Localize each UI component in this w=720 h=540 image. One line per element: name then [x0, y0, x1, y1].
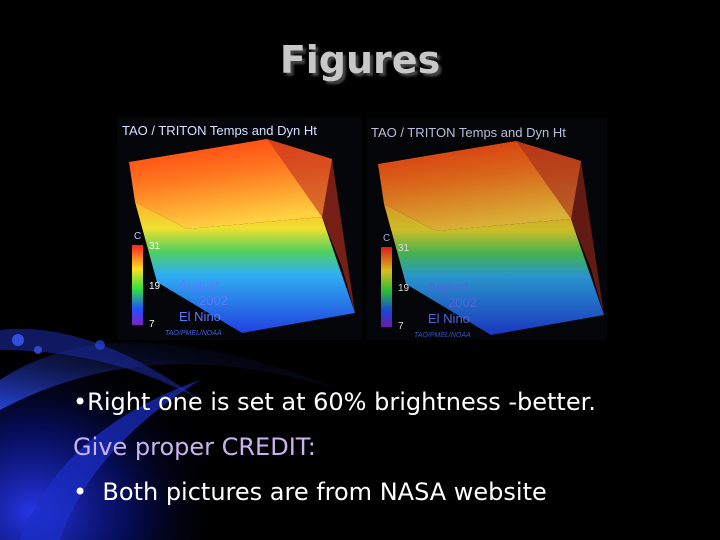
- subheading: Give proper CREDIT:: [73, 433, 316, 461]
- surface-top: [129, 139, 332, 229]
- credit: TAO/PMEL/NOAA: [414, 332, 471, 339]
- surface-side: [267, 139, 355, 313]
- caption-line: El Nino: [428, 311, 470, 326]
- scale-label: 31: [149, 241, 161, 252]
- color-bar: [381, 247, 392, 327]
- credit: TAO/PMEL/NOAA: [165, 330, 222, 337]
- scale-label: 19: [398, 283, 410, 294]
- caption-line: 2002: [199, 293, 228, 308]
- surface-front: [384, 204, 604, 335]
- surface-side: [516, 141, 604, 315]
- caption-line: August: [428, 279, 469, 294]
- color-bar: [132, 245, 143, 325]
- figure: TAO / TRITON Temps and Dyn Ht C 31 19 7 Augus…: [366, 119, 607, 340]
- scale-label: 7: [398, 321, 404, 332]
- surface-top: [378, 141, 581, 231]
- scale-label: 7: [149, 319, 155, 330]
- figure-title: TAO / TRITON Temps and Dyn Ht: [122, 123, 317, 138]
- surface-front: [135, 202, 355, 333]
- caption-line: 2002: [448, 295, 477, 310]
- figure-title: TAO / TRITON Temps and Dyn Ht: [371, 125, 566, 140]
- scale-label: 31: [398, 243, 410, 254]
- unit-label: C: [383, 233, 390, 244]
- caption-line: El Nino: [179, 309, 221, 324]
- figure: TAO / TRITON Temps and Dyn Ht C 31 19 7 Augus…: [117, 117, 362, 340]
- bullet-text: • Both pictures are from NASA website: [73, 478, 547, 506]
- unit-label: C: [134, 231, 141, 242]
- slide-title: Figures: [279, 38, 441, 82]
- scale-label: 19: [149, 281, 161, 292]
- caption-line: August: [179, 277, 220, 292]
- bullet-text: •Right one is set at 60% brightness -bet…: [73, 388, 596, 416]
